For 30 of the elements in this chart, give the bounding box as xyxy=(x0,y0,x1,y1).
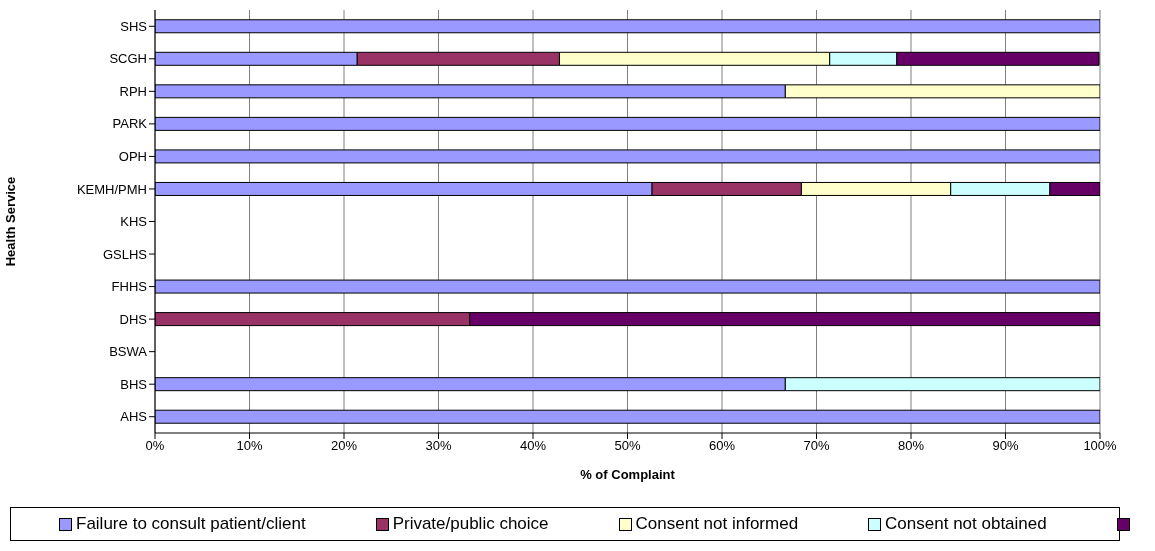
x-tick-label: 0% xyxy=(145,438,165,454)
x-axis-title: % of Complaint xyxy=(580,467,676,482)
x-tick-label: 60% xyxy=(708,438,736,454)
y-tick-label: RPH xyxy=(119,83,147,99)
y-tick-label: PARK xyxy=(112,116,148,132)
x-tick-label: 70% xyxy=(803,438,830,454)
x-tick-label: 10% xyxy=(236,438,263,454)
x-tick-label: 20% xyxy=(330,438,358,454)
legend-label: Private/public choice xyxy=(392,514,549,534)
x-tick-label: 90% xyxy=(992,438,1019,454)
y-tick-label: KEMH/PMH xyxy=(76,181,147,197)
y-tick-label: SHS xyxy=(120,18,148,34)
x-tick-label: 80% xyxy=(897,438,925,454)
y-tick-label: BSWA xyxy=(109,344,148,360)
x-tick-label: 100% xyxy=(1083,438,1118,454)
y-tick-label: DHS xyxy=(119,311,148,327)
x-tick-label: 30% xyxy=(425,438,452,454)
y-tick-label: SCGH xyxy=(109,51,147,67)
y-tick-label: OPH xyxy=(118,149,147,165)
x-tick-label: 50% xyxy=(614,438,641,454)
y-axis-title: Health Service xyxy=(2,176,18,267)
legend-label: Consent not informed xyxy=(635,514,799,534)
y-tick-label: GSLHS xyxy=(102,246,148,262)
y-tick-label: KHS xyxy=(120,214,148,230)
y-tick-label: BHS xyxy=(120,376,148,392)
x-tick-label: 40% xyxy=(519,438,547,454)
y-tick-label: AHS xyxy=(120,409,148,425)
legend-label: Consent not obtained xyxy=(885,514,1047,534)
y-tick-label: FHHS xyxy=(111,279,148,295)
legend-label: Failure to consult patient/client xyxy=(76,514,306,534)
